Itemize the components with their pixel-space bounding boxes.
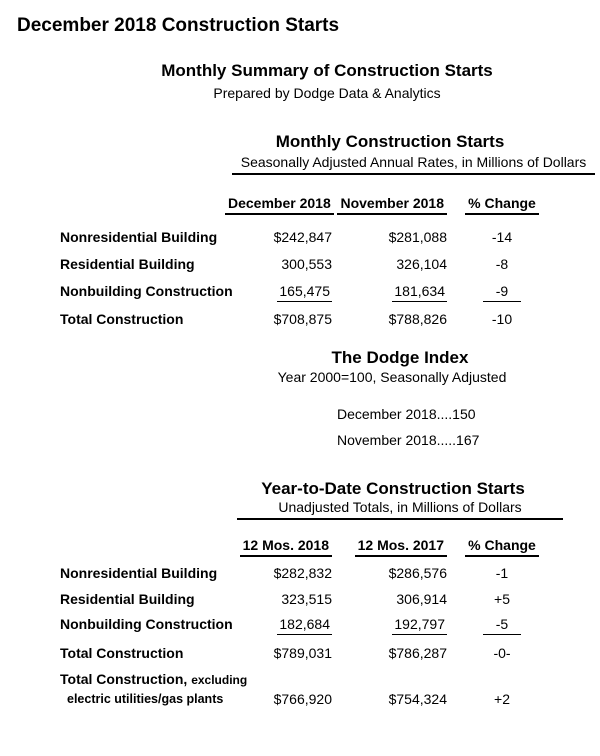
row-label-line2: electric utilities/gas plants — [67, 692, 224, 706]
table-row-total: Total Construction $789,031 $786,287 -0- — [60, 645, 557, 662]
value-cell-underlined: 182,684 — [277, 616, 332, 635]
dodge-index-entries: December 2018....150 November 2018.....1… — [337, 401, 479, 453]
ytd-section-title: Year-to-Date Construction Starts — [261, 479, 525, 498]
table-row-total: Total Construction $708,875 $788,826 -10 — [60, 311, 557, 328]
column-header-pct-change: % Change — [465, 537, 539, 557]
pct-change-cell: -8 — [495, 256, 509, 272]
pct-change-cell: -0- — [493, 645, 511, 661]
row-label: Residential Building — [60, 591, 195, 607]
dodge-index-december-value: December 2018....150 — [337, 406, 476, 422]
pct-change-cell-underlined: -5 — [482, 616, 522, 635]
header-spacer — [60, 537, 225, 557]
column-header-12mos-2018: 12 Mos. 2018 — [239, 537, 332, 557]
monthly-section-subtitle: Seasonally Adjusted Annual Rates, in Mil… — [232, 154, 595, 175]
value-cell: $708,875 — [273, 311, 332, 327]
table-row: Nonbuilding Construction 182,684 192,797… — [60, 616, 557, 635]
value-cell: $242,847 — [273, 229, 332, 245]
value-cell: $282,832 — [273, 565, 332, 581]
value-cell-underlined: 192,797 — [392, 616, 447, 635]
row-label: Nonbuilding Construction — [60, 616, 233, 632]
column-header-december-2018: December 2018 — [225, 195, 334, 215]
column-header-november-2018: November 2018 — [337, 195, 447, 215]
value-cell-underlined: 165,475 — [277, 283, 332, 302]
pct-change-cell: +5 — [494, 591, 510, 607]
page-title: December 2018 Construction Starts — [17, 15, 340, 36]
table-row: Nonresidential Building $282,832 $286,57… — [60, 565, 557, 582]
table-row: Nonresidential Building $242,847 $281,08… — [60, 229, 557, 246]
row-label: Total Construction — [60, 311, 184, 327]
column-header-pct-change: % Change — [465, 195, 539, 215]
summary-title: Monthly Summary of Construction Starts — [161, 61, 493, 80]
value-cell: $281,088 — [388, 229, 447, 245]
value-cell: $788,826 — [388, 311, 447, 327]
value-cell: $286,576 — [388, 565, 447, 581]
dodge-index-november-value: November 2018.....167 — [337, 432, 480, 448]
value-cell: $754,324 — [388, 691, 447, 707]
pct-change-cell: -14 — [491, 229, 513, 245]
pct-change-cell: -10 — [491, 311, 513, 327]
row-label: Nonresidential Building — [60, 229, 218, 245]
pct-change-cell: -1 — [495, 565, 509, 581]
column-header-12mos-2017: 12 Mos. 2017 — [354, 537, 447, 557]
monthly-section-title: Monthly Construction Starts — [275, 132, 505, 151]
value-cell: 326,104 — [396, 256, 447, 272]
prepared-by-line: Prepared by Dodge Data & Analytics — [213, 85, 441, 101]
pct-change-cell-underlined: -9 — [482, 283, 522, 302]
ytd-table-header-row: 12 Mos. 2018 12 Mos. 2017 % Change — [60, 537, 557, 557]
row-label-line1: Total Construction, — [60, 671, 188, 687]
row-label: Total Construction — [60, 645, 184, 661]
header-spacer — [60, 195, 225, 215]
pct-change-cell: +2 — [494, 691, 510, 707]
dodge-index-title: The Dodge Index — [331, 348, 469, 367]
table-row: Residential Building 300,553 326,104 -8 — [60, 256, 557, 273]
row-label: Nonbuilding Construction — [60, 283, 233, 299]
ytd-section-subtitle: Unadjusted Totals, in Millions of Dollar… — [237, 499, 563, 520]
value-cell-underlined: 181,634 — [392, 283, 447, 302]
ytd-table: 12 Mos. 2018 12 Mos. 2017 % Change Nonre… — [60, 537, 557, 708]
table-row: Residential Building 323,515 306,914 +5 — [60, 591, 557, 608]
value-cell: $789,031 — [273, 645, 332, 661]
value-cell: $786,287 — [388, 645, 447, 661]
table-row-total-excluding: Total Construction, excluding electric u… — [60, 671, 557, 708]
monthly-table-header-row: December 2018 November 2018 % Change — [60, 195, 557, 215]
summary-header: Monthly Summary of Construction Starts P… — [161, 61, 493, 101]
value-cell: 323,515 — [281, 591, 332, 607]
monthly-table: December 2018 November 2018 % Change Non… — [60, 195, 557, 328]
value-cell: 300,553 — [281, 256, 332, 272]
value-cell: $766,920 — [273, 691, 332, 707]
row-label: Residential Building — [60, 256, 195, 272]
row-label: Nonresidential Building — [60, 565, 218, 581]
row-label-two-line: Total Construction, excluding electric u… — [60, 671, 247, 708]
table-row: Nonbuilding Construction 165,475 181,634… — [60, 283, 557, 302]
row-label-line1-suffix: excluding — [191, 673, 248, 687]
dodge-index-subtitle: Year 2000=100, Seasonally Adjusted — [277, 369, 507, 385]
value-cell: 306,914 — [396, 591, 447, 607]
